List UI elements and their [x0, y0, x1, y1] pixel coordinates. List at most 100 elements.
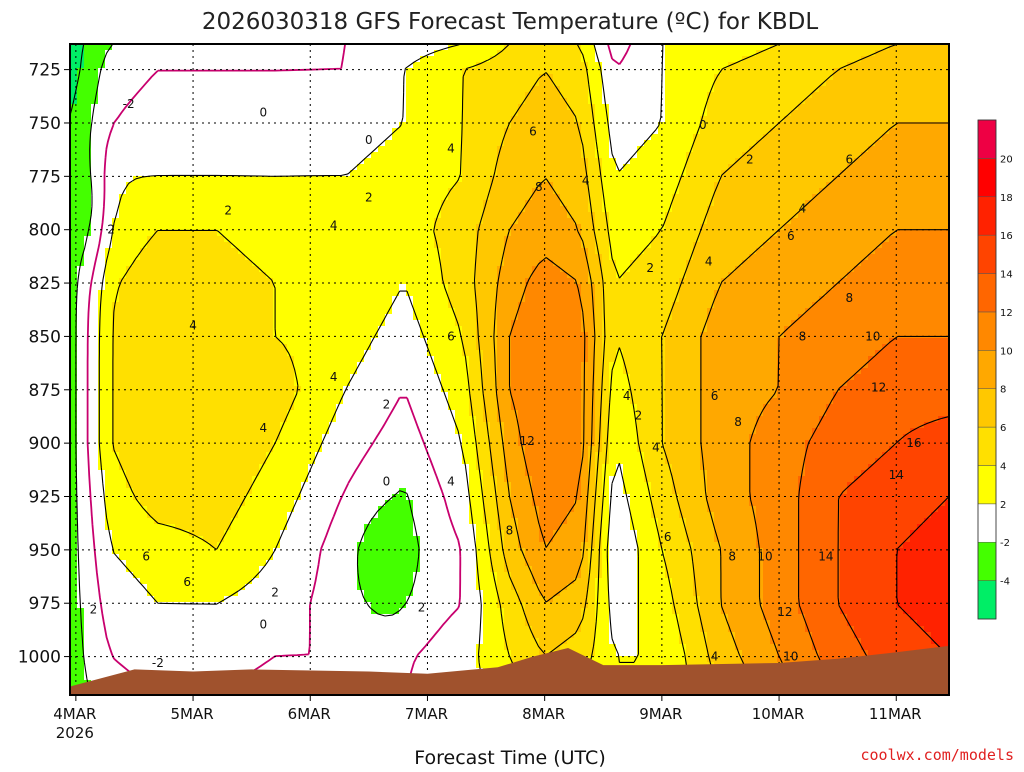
- temperature-cell: [252, 650, 260, 657]
- temperature-cell: [385, 296, 393, 303]
- temperature-cell: [231, 500, 239, 507]
- temperature-cell: [336, 506, 344, 513]
- temperature-cell: [70, 104, 78, 111]
- temperature-cell: [336, 224, 344, 231]
- temperature-cell: [98, 548, 106, 555]
- temperature-cell: [196, 476, 204, 483]
- temperature-cell: [385, 500, 393, 507]
- temperature-cell: [140, 632, 148, 639]
- temperature-cell: [301, 656, 309, 663]
- temperature-cell: [77, 170, 85, 177]
- temperature-cell: [70, 164, 78, 171]
- temperature-cell: [385, 476, 393, 483]
- temperature-cell: [217, 656, 225, 663]
- temperature-cell: [147, 422, 155, 429]
- temperature-cell: [364, 608, 372, 615]
- temperature-cell: [147, 314, 155, 321]
- temperature-cell: [203, 182, 211, 189]
- temperature-cell: [217, 662, 225, 669]
- temperature-cell: [301, 374, 309, 381]
- temperature-cell: [119, 62, 127, 69]
- temperature-cell: [266, 566, 274, 573]
- temperature-cell: [364, 662, 372, 669]
- temperature-cell: [112, 416, 120, 423]
- temperature-cell: [196, 602, 204, 609]
- temperature-cell: [238, 176, 246, 183]
- temperature-cell: [385, 326, 393, 333]
- temperature-cell: [322, 548, 330, 555]
- temperature-cell: [364, 284, 372, 291]
- temperature-cell: [322, 404, 330, 411]
- temperature-cell: [357, 428, 365, 435]
- temperature-cell: [231, 122, 239, 129]
- temperature-cell: [140, 272, 148, 279]
- temperature-cell: [273, 206, 281, 213]
- temperature-cell: [126, 506, 134, 513]
- temperature-cell: [371, 272, 379, 279]
- temperature-cell: [182, 44, 190, 51]
- temperature-cell: [182, 398, 190, 405]
- temperature-cell: [238, 434, 246, 441]
- temperature-cell: [224, 200, 232, 207]
- temperature-cell: [189, 410, 197, 417]
- temperature-cell: [280, 338, 288, 345]
- temperature-cell: [203, 350, 211, 357]
- temperature-cell: [287, 164, 295, 171]
- temperature-cell: [105, 236, 113, 243]
- temperature-cell: [252, 518, 260, 525]
- temperature-cell: [119, 134, 127, 141]
- temperature-cell: [238, 74, 246, 81]
- temperature-cell: [175, 494, 183, 501]
- temperature-cell: [126, 368, 134, 375]
- temperature-cell: [343, 296, 351, 303]
- temperature-cell: [119, 428, 127, 435]
- temperature-cell: [77, 296, 85, 303]
- temperature-cell: [329, 608, 337, 615]
- temperature-cell: [112, 578, 120, 585]
- temperature-cell: [217, 512, 225, 519]
- temperature-cell: [189, 524, 197, 531]
- temperature-cell: [175, 194, 183, 201]
- temperature-cell: [252, 590, 260, 597]
- temperature-cell: [77, 200, 85, 207]
- temperature-cell: [343, 602, 351, 609]
- temperature-cell: [140, 518, 148, 525]
- temperature-cell: [168, 590, 176, 597]
- temperature-cell: [301, 560, 309, 567]
- temperature-cell: [259, 362, 267, 369]
- temperature-cell: [287, 260, 295, 267]
- temperature-cell: [350, 524, 358, 531]
- temperature-cell: [266, 386, 274, 393]
- temperature-cell: [238, 320, 246, 327]
- temperature-cell: [140, 656, 148, 663]
- temperature-cell: [273, 500, 281, 507]
- temperature-cell: [77, 218, 85, 225]
- temperature-cell: [168, 50, 176, 57]
- temperature-cell: [287, 584, 295, 591]
- temperature-cell: [343, 374, 351, 381]
- temperature-cell: [168, 218, 176, 225]
- temperature-cell: [133, 452, 141, 459]
- temperature-cell: [217, 578, 225, 585]
- temperature-cell: [301, 176, 309, 183]
- temperature-cell: [371, 590, 379, 597]
- temperature-cell: [329, 146, 337, 153]
- temperature-cell: [154, 500, 162, 507]
- temperature-cell: [294, 68, 302, 75]
- temperature-cell: [231, 344, 239, 351]
- temperature-cell: [182, 626, 190, 633]
- temperature-cell: [147, 566, 155, 573]
- temperature-cell: [154, 572, 162, 579]
- temperature-cell: [210, 458, 218, 465]
- temperature-cell: [329, 278, 337, 285]
- temperature-cell: [350, 56, 358, 63]
- temperature-cell: [301, 590, 309, 597]
- temperature-cell: [105, 260, 113, 267]
- temperature-cell: [308, 116, 316, 123]
- temperature-cell: [161, 578, 169, 585]
- temperature-cell: [168, 134, 176, 141]
- temperature-cell: [294, 500, 302, 507]
- temperature-cell: [70, 416, 78, 423]
- temperature-cell: [98, 212, 106, 219]
- temperature-cell: [315, 104, 323, 111]
